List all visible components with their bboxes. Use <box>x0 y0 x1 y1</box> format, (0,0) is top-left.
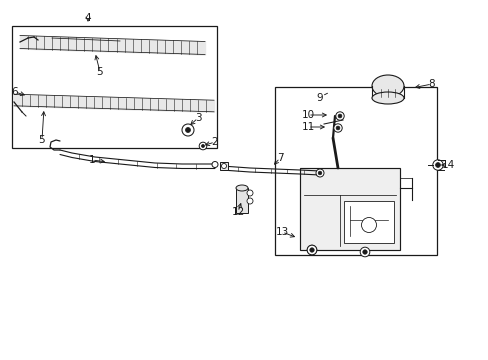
Circle shape <box>199 142 206 150</box>
Text: 3: 3 <box>194 113 201 123</box>
Bar <box>236 188 247 213</box>
Circle shape <box>212 162 218 167</box>
Text: 5: 5 <box>97 67 103 77</box>
Text: 2: 2 <box>211 137 218 147</box>
Text: 11: 11 <box>301 122 314 132</box>
Bar <box>343 201 393 243</box>
Text: 4: 4 <box>84 13 91 23</box>
Circle shape <box>201 144 204 148</box>
Text: 14: 14 <box>441 160 454 170</box>
Circle shape <box>306 245 316 255</box>
Bar <box>299 168 399 250</box>
Circle shape <box>318 171 321 175</box>
Circle shape <box>361 217 376 233</box>
Text: 10: 10 <box>301 110 314 120</box>
Bar <box>12 26 217 148</box>
Circle shape <box>335 112 344 120</box>
Circle shape <box>435 163 440 167</box>
Circle shape <box>337 114 341 118</box>
Circle shape <box>309 248 314 252</box>
Ellipse shape <box>371 92 403 104</box>
Circle shape <box>221 163 226 168</box>
Ellipse shape <box>371 75 403 97</box>
Circle shape <box>185 127 190 132</box>
Text: 6: 6 <box>12 87 18 97</box>
Text: 1: 1 <box>88 155 95 165</box>
Circle shape <box>246 198 252 204</box>
Text: 12: 12 <box>231 207 244 217</box>
Text: 8: 8 <box>428 79 434 89</box>
Text: 7: 7 <box>276 153 283 163</box>
Circle shape <box>246 190 252 196</box>
Circle shape <box>182 124 194 136</box>
Circle shape <box>362 250 366 254</box>
Circle shape <box>333 124 342 132</box>
Text: 13: 13 <box>275 227 288 237</box>
Circle shape <box>315 169 324 177</box>
Circle shape <box>360 247 369 257</box>
Circle shape <box>306 245 316 255</box>
Circle shape <box>432 160 442 170</box>
Bar <box>274 87 436 255</box>
Text: 9: 9 <box>316 93 323 103</box>
Text: 5: 5 <box>39 135 45 145</box>
Bar <box>220 162 227 170</box>
Ellipse shape <box>236 185 247 191</box>
Circle shape <box>335 126 339 130</box>
